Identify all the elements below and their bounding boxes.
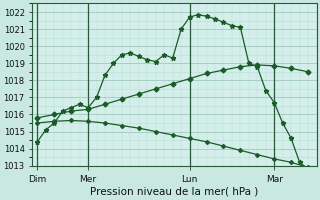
- X-axis label: Pression niveau de la mer( hPa ): Pression niveau de la mer( hPa ): [90, 187, 259, 197]
